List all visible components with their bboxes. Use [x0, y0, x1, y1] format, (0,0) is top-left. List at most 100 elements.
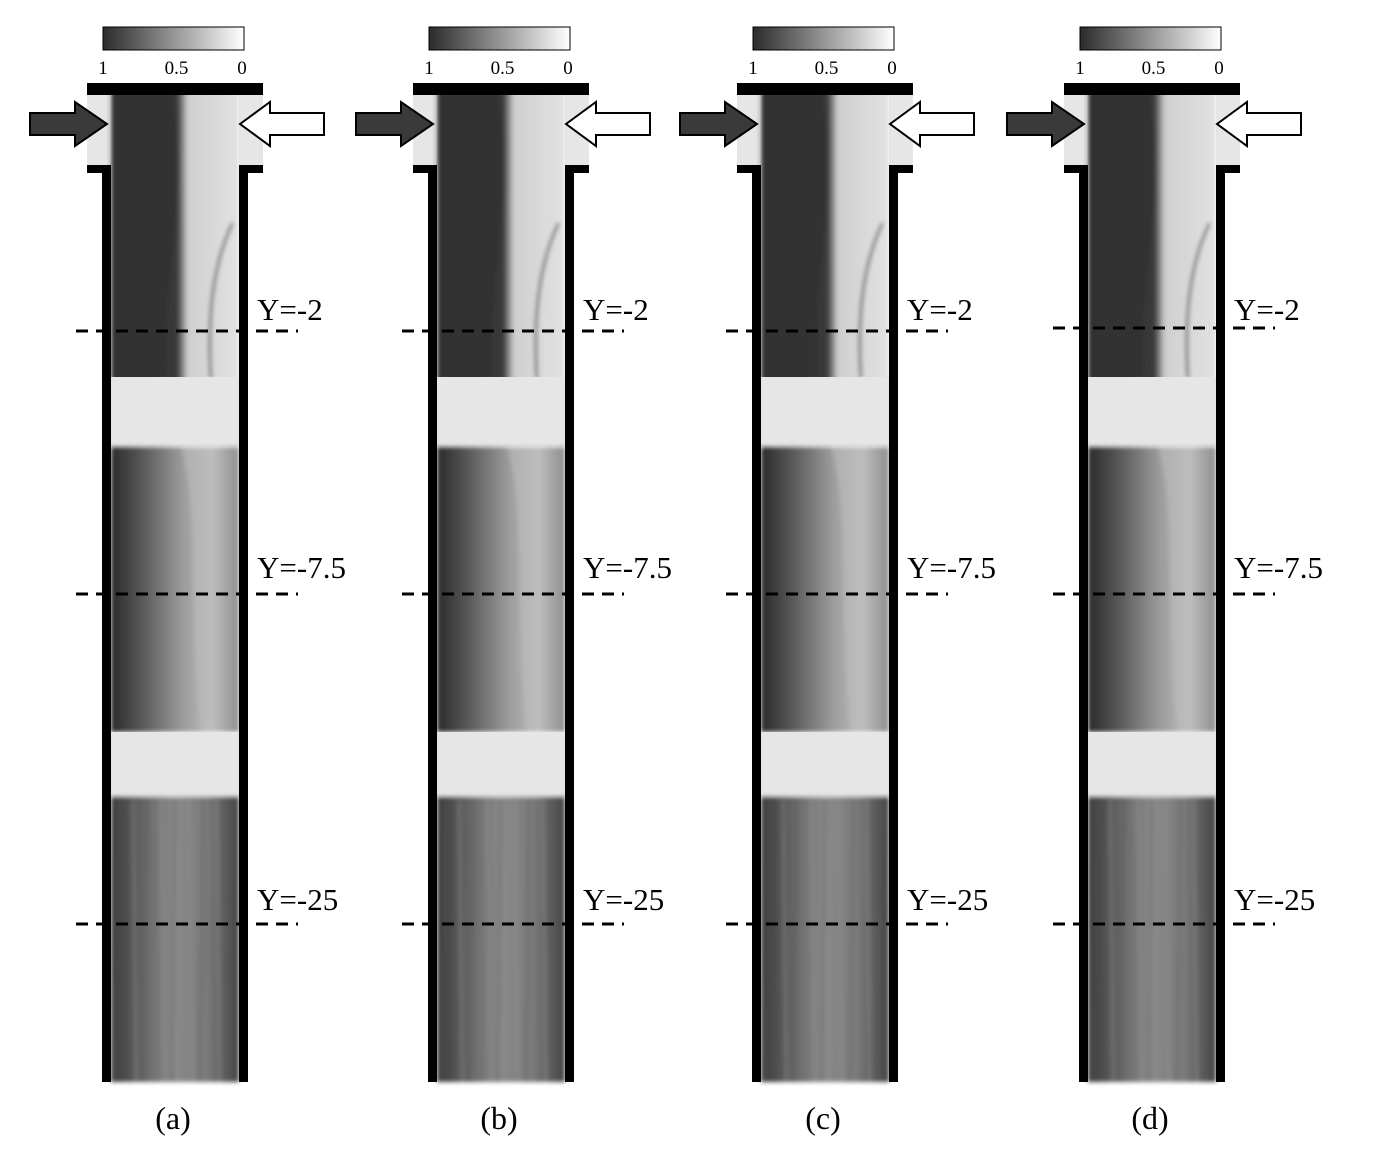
colorbar-tick: 0: [237, 58, 247, 79]
window-block-upper: [437, 377, 565, 447]
level-label-y2: Y=-2: [257, 292, 323, 327]
level-label-y75: Y=-7.5: [257, 550, 346, 585]
wall-left: [102, 165, 111, 1082]
inlet-arrow-light: [564, 100, 651, 148]
inlet-arrow-dark: [1006, 100, 1086, 148]
panel-d: 1 0.5 0 Y=-2 Y=-7.5 Y=-25 (d): [1006, 26, 1323, 1136]
streak: [793, 799, 798, 1083]
level-label-y75: Y=-7.5: [583, 550, 672, 585]
window-block-lower: [761, 732, 889, 797]
level-label-y2: Y=-2: [907, 292, 973, 327]
wall-top: [87, 83, 263, 95]
wall-step-left: [737, 165, 761, 173]
streak: [782, 799, 787, 1083]
panel-caption: (c): [805, 1100, 841, 1136]
panel-b: 1 0.5 0 Y=-2 Y=-7.5 Y=-25 (b): [355, 26, 672, 1136]
window-block-upper: [111, 377, 239, 447]
panel-c: 1 0.5 0 Y=-2 Y=-7.5 Y=-25 (c): [679, 26, 996, 1136]
light-plume: [507, 447, 565, 732]
wall-right: [565, 165, 574, 1082]
panel-a: 1 0.5 0 Y=-2 Y=-7.5 Y=-25 (a): [29, 26, 346, 1136]
colorbar-tick: 0.5: [165, 58, 189, 79]
light-plume: [831, 447, 889, 732]
streak: [525, 799, 530, 1083]
streak: [542, 799, 547, 1083]
inlet-arrow-light: [1215, 100, 1302, 148]
colorbar: [1079, 26, 1222, 51]
field-bottom: [437, 797, 565, 1083]
field-top: [437, 91, 565, 386]
level-label-y25: Y=-25: [1234, 882, 1315, 917]
streak: [765, 799, 770, 1083]
colorbar-tick: 0.5: [491, 58, 515, 79]
colorbar-tick: 0: [563, 58, 573, 79]
streak: [849, 799, 854, 1083]
dark-stream: [1088, 93, 1156, 378]
panel-caption: (d): [1131, 1100, 1168, 1136]
colorbar-tick: 1: [748, 58, 758, 79]
wall-step-right: [239, 165, 263, 173]
dark-stream: [111, 93, 179, 378]
streak: [188, 799, 193, 1083]
wall-step-left: [87, 165, 111, 173]
panel-caption: (a): [155, 1100, 191, 1136]
streak: [1193, 799, 1198, 1083]
streak: [227, 799, 232, 1083]
streak: [497, 799, 502, 1083]
light-plume: [1158, 447, 1216, 732]
streak: [877, 799, 882, 1083]
colorbar: [752, 26, 895, 51]
wall-step-right: [565, 165, 589, 173]
colorbar-tick: 1: [98, 58, 108, 79]
wall-top: [737, 83, 913, 95]
streak: [1176, 799, 1181, 1083]
inlet-arrow-light: [888, 100, 975, 148]
streak: [553, 799, 558, 1083]
colorbar-tick: 0.5: [1142, 58, 1166, 79]
streak: [458, 799, 463, 1083]
streak: [1092, 799, 1097, 1083]
wall-step-right: [1216, 165, 1240, 173]
level-label-y25: Y=-25: [257, 882, 338, 917]
streak: [171, 799, 176, 1083]
streak: [469, 799, 474, 1083]
wall-left: [1079, 165, 1088, 1082]
streak: [821, 799, 826, 1083]
field-top: [111, 91, 239, 386]
streak: [534, 222, 560, 379]
light-plume: [181, 447, 239, 732]
streak: [486, 799, 491, 1083]
streak: [160, 799, 165, 1083]
colorbar-tick: 0: [887, 58, 897, 79]
field-middle: [111, 447, 239, 732]
field-middle: [437, 447, 565, 732]
level-label-y25: Y=-25: [583, 882, 664, 917]
inlet-arrow-dark: [355, 100, 435, 148]
field-middle: [761, 447, 889, 732]
level-label-y75: Y=-7.5: [1234, 550, 1323, 585]
streak: [1148, 799, 1153, 1083]
streak: [1185, 222, 1211, 379]
field-top: [1088, 91, 1216, 386]
level-label-y75: Y=-7.5: [907, 550, 996, 585]
panel-caption: (b): [480, 1100, 517, 1136]
streak: [858, 222, 884, 379]
wall-left: [752, 165, 761, 1082]
streak: [1109, 799, 1114, 1083]
field-middle: [1088, 447, 1216, 732]
wall-right: [239, 165, 248, 1082]
streak: [1120, 799, 1125, 1083]
colorbar-tick: 1: [1075, 58, 1085, 79]
window-block-upper: [761, 377, 889, 447]
colorbar: [102, 26, 245, 51]
window-block-lower: [1088, 732, 1216, 797]
level-label-y25: Y=-25: [907, 882, 988, 917]
streak: [1137, 799, 1142, 1083]
colorbar-tick: 0: [1214, 58, 1224, 79]
streak: [115, 799, 120, 1083]
field-bottom: [111, 797, 239, 1083]
inlet-arrow-light: [238, 100, 325, 148]
dark-stream: [761, 93, 829, 378]
